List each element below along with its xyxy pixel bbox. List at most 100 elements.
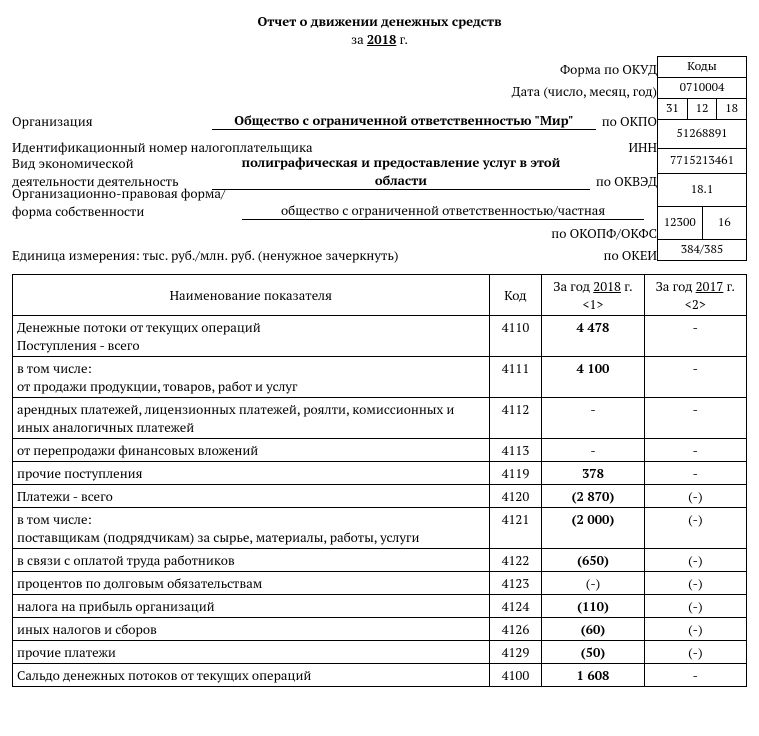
label-date: Дата (число, месяц, год) xyxy=(506,82,657,100)
cell-name: налога на прибыль организаций xyxy=(13,595,490,618)
code-okopf-okfs: 12300 16 xyxy=(658,206,746,239)
title-line2: за 2018 г. xyxy=(12,30,747,48)
label-okopf-okfs: по ОКОПФ/ОКФС xyxy=(545,224,657,242)
cell-code: 4119 xyxy=(489,462,542,485)
cell-name: в том числе:поставщикам (подрядчикам) за… xyxy=(13,508,490,549)
codes-header: Коды xyxy=(658,57,746,77)
cell-name: Платежи - всего xyxy=(13,485,490,508)
main-table: Наименование показателя Код За год 2018 … xyxy=(12,274,747,687)
cell-year1: (110) xyxy=(542,595,644,618)
cell-year2: (-) xyxy=(644,618,746,641)
table-row: процентов по долговым обязательствам4123… xyxy=(13,572,747,595)
label-orgform: Организационно-правовая форма/форма собс… xyxy=(12,184,242,220)
cell-year1: - xyxy=(542,398,644,439)
cell-name: арендных платежей, лицензионных платежей… xyxy=(13,398,490,439)
cell-year1: (50) xyxy=(542,641,644,664)
label-inn: ИНН xyxy=(622,138,657,156)
code-date-y: 18 xyxy=(717,98,746,119)
header-rows: Форма по ОКУД Дата (число, месяц, год) О… xyxy=(12,56,657,264)
table-row: иных налогов и сборов4126(60)(-) xyxy=(13,618,747,641)
cell-code: 4113 xyxy=(489,439,542,462)
code-okpo: 51268891 xyxy=(658,119,746,148)
th-code: Код xyxy=(489,275,542,316)
cell-year1: (650) xyxy=(542,549,644,572)
cell-code: 4110 xyxy=(489,316,542,357)
cell-code: 4129 xyxy=(489,641,542,664)
code-inn: 7715213461 xyxy=(658,148,746,173)
cell-code: 4120 xyxy=(489,485,542,508)
cell-name: процентов по долговым обязательствам xyxy=(13,572,490,595)
code-okfs: 16 xyxy=(703,206,747,239)
code-date-m: 12 xyxy=(688,98,718,119)
cell-name: в связи с оплатой труда работников xyxy=(13,549,490,572)
label-org: Организация xyxy=(12,112,212,130)
cell-name: иных налогов и сборов xyxy=(13,618,490,641)
cell-year1: 4 478 xyxy=(542,316,644,357)
title-line1: Отчет о движении денежных средств xyxy=(12,12,747,30)
cell-year2: (-) xyxy=(644,508,746,549)
title-prefix: за xyxy=(351,30,367,48)
cell-year2: - xyxy=(644,439,746,462)
code-date-d: 31 xyxy=(658,98,688,119)
table-row: арендных платежей, лицензионных платежей… xyxy=(13,398,747,439)
cell-code: 4121 xyxy=(489,508,542,549)
cell-code: 4112 xyxy=(489,398,542,439)
value-orgform: общество с ограниченной ответственностью… xyxy=(242,201,644,220)
cell-name: прочие платежи xyxy=(13,641,490,664)
th-year2: За год 2017 г. <2> xyxy=(644,275,746,316)
cell-year1: 4 100 xyxy=(542,357,644,398)
cell-code: 4122 xyxy=(489,549,542,572)
cell-code: 4111 xyxy=(489,357,542,398)
value-org: Общество с ограниченной ответственностью… xyxy=(212,111,596,130)
table-row: Платежи - всего4120(2 870)(-) xyxy=(13,485,747,508)
table-row: от перепродажи финансовых вложений4113-- xyxy=(13,439,747,462)
code-okopf: 12300 xyxy=(658,206,703,239)
cell-code: 4126 xyxy=(489,618,542,641)
label-okei: по ОКЕИ xyxy=(598,246,657,264)
th-year1: За год 2018 г. <1> xyxy=(542,275,644,316)
code-okud: 0710004 xyxy=(658,77,746,98)
value-activity: полиграфическая и предоставление услуг в… xyxy=(212,153,590,190)
th-y2-prefix: За год xyxy=(656,277,696,295)
th-name: Наименование показателя xyxy=(13,275,490,316)
cell-year2: - xyxy=(644,316,746,357)
cell-name: прочие поступления xyxy=(13,462,490,485)
cell-year1: (2 000) xyxy=(542,508,644,549)
table-row: в том числе:от продажи продукции, товаро… xyxy=(13,357,747,398)
codes-column: Коды 0710004 31 12 18 51268891 771521346… xyxy=(657,56,747,261)
title-year: 2018 xyxy=(367,30,396,48)
th-y1-prefix: За год xyxy=(553,277,593,295)
cell-year2: - xyxy=(644,398,746,439)
th-y2-year: 2017 xyxy=(696,277,724,295)
cell-name: Денежные потоки от текущих операцийПосту… xyxy=(13,316,490,357)
cell-year2: - xyxy=(644,462,746,485)
cell-year2: (-) xyxy=(644,572,746,595)
label-okved: по ОКВЭД xyxy=(590,172,657,190)
cell-year2: (-) xyxy=(644,549,746,572)
label-unit: Единица измерения: тыс. руб./млн. руб. (… xyxy=(12,246,598,264)
cell-year1: (60) xyxy=(542,618,644,641)
cell-code: 4123 xyxy=(489,572,542,595)
code-okei: 384/385 xyxy=(658,239,746,260)
table-row: Сальдо денежных потоков от текущих опера… xyxy=(13,664,747,687)
title-suffix: г. xyxy=(396,30,408,48)
cell-name: Сальдо денежных потоков от текущих опера… xyxy=(13,664,490,687)
table-row: налога на прибыль организаций4124(110)(-… xyxy=(13,595,747,618)
table-row: прочие платежи4129(50)(-) xyxy=(13,641,747,664)
cell-year2: - xyxy=(644,664,746,687)
table-row: в том числе:поставщикам (подрядчикам) за… xyxy=(13,508,747,549)
cell-year1: 1 608 xyxy=(542,664,644,687)
header-wrap: Коды 0710004 31 12 18 51268891 771521346… xyxy=(12,56,747,264)
code-okved: 18.1 xyxy=(658,173,746,206)
table-row: в связи с оплатой труда работников4122(6… xyxy=(13,549,747,572)
table-row: Денежные потоки от текущих операцийПосту… xyxy=(13,316,747,357)
label-okpo: по ОКПО xyxy=(596,112,657,130)
cell-name: в том числе:от продажи продукции, товаро… xyxy=(13,357,490,398)
th-y1-year: 2018 xyxy=(593,277,621,295)
cell-name: от перепродажи финансовых вложений xyxy=(13,439,490,462)
cell-year1: 378 xyxy=(542,462,644,485)
cell-code: 4124 xyxy=(489,595,542,618)
table-body: Денежные потоки от текущих операцийПосту… xyxy=(13,316,747,687)
label-forma: Форма по ОКУД xyxy=(554,60,657,78)
cell-year1: - xyxy=(542,439,644,462)
